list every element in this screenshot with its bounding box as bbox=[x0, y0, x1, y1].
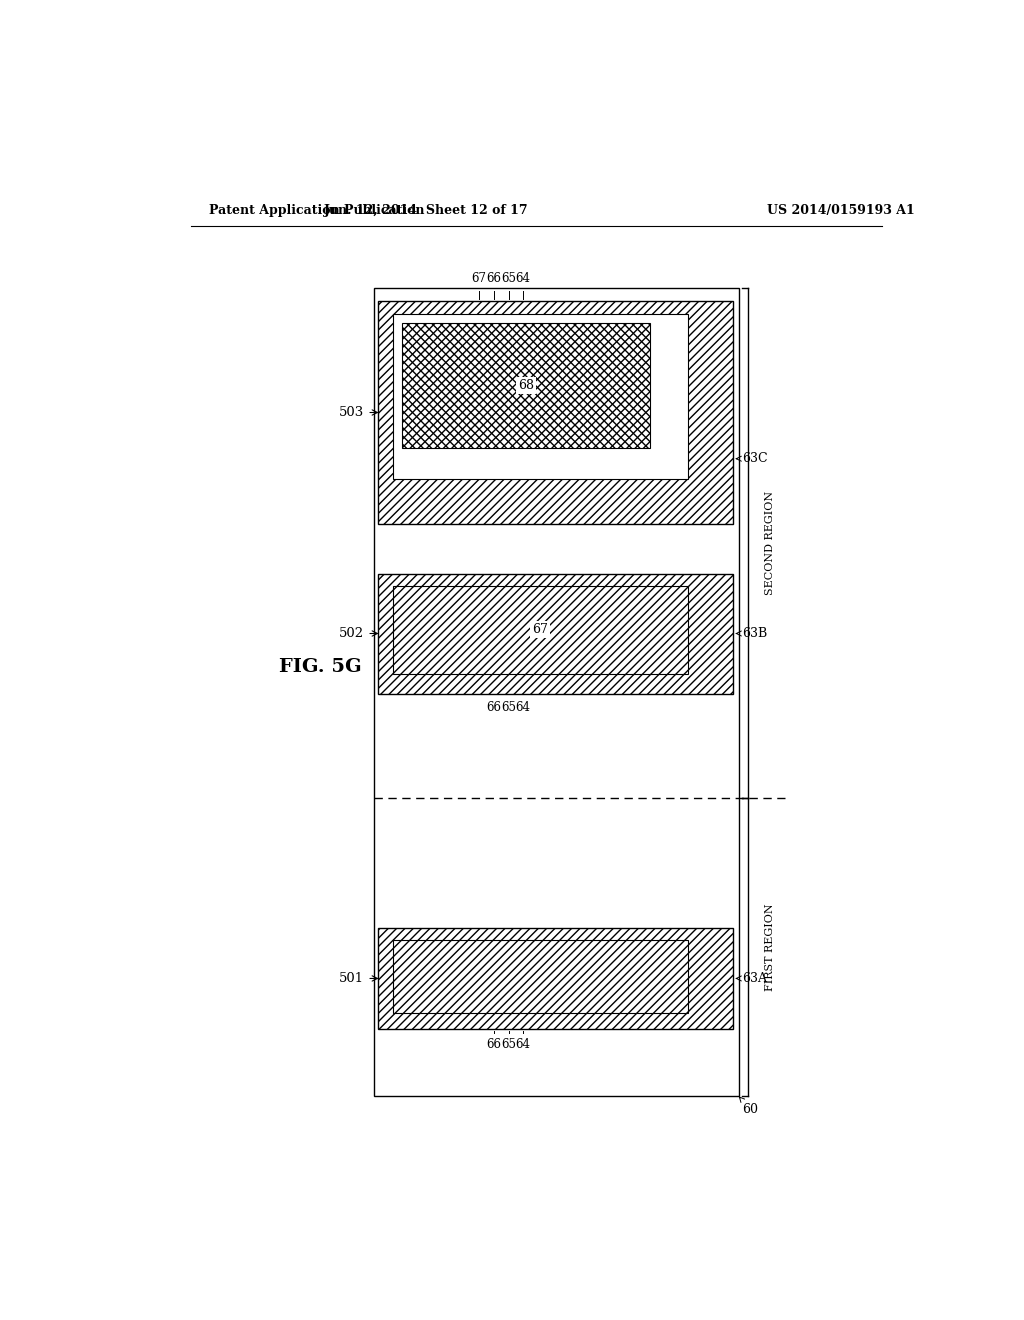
Text: US 2014/0159193 A1: US 2014/0159193 A1 bbox=[767, 205, 914, 218]
Bar bbox=[402, 323, 650, 447]
Bar bbox=[375, 288, 738, 1096]
Text: 67: 67 bbox=[532, 623, 548, 636]
Bar bbox=[378, 574, 732, 693]
Text: 64: 64 bbox=[516, 272, 530, 285]
Text: 64: 64 bbox=[516, 701, 530, 714]
Text: 63B: 63B bbox=[736, 627, 768, 640]
Bar bbox=[393, 586, 687, 675]
Text: 67: 67 bbox=[472, 272, 486, 285]
Text: 64: 64 bbox=[516, 1038, 530, 1051]
Bar bbox=[393, 314, 687, 479]
Text: Jun. 12, 2014  Sheet 12 of 17: Jun. 12, 2014 Sheet 12 of 17 bbox=[324, 205, 528, 218]
Text: 65: 65 bbox=[501, 272, 516, 285]
Bar bbox=[378, 301, 732, 524]
Text: 66: 66 bbox=[486, 1038, 502, 1051]
Text: FIRST REGION: FIRST REGION bbox=[765, 903, 775, 991]
Text: 68: 68 bbox=[518, 379, 535, 392]
Text: 501: 501 bbox=[339, 972, 378, 985]
Text: 65: 65 bbox=[501, 1038, 516, 1051]
Text: 66: 66 bbox=[486, 701, 502, 714]
Bar bbox=[393, 940, 687, 1014]
Text: 63A: 63A bbox=[736, 972, 768, 985]
Text: 63C: 63C bbox=[736, 453, 768, 465]
Text: 60: 60 bbox=[739, 1097, 759, 1115]
Bar bbox=[402, 323, 650, 447]
Text: 503: 503 bbox=[339, 407, 378, 418]
Bar bbox=[378, 928, 732, 1028]
Text: Patent Application Publication: Patent Application Publication bbox=[209, 205, 425, 218]
Text: SECOND REGION: SECOND REGION bbox=[765, 491, 775, 595]
Text: 66: 66 bbox=[486, 272, 502, 285]
Text: 502: 502 bbox=[339, 627, 378, 640]
Text: 65: 65 bbox=[501, 701, 516, 714]
Text: FIG. 5G: FIG. 5G bbox=[280, 657, 361, 676]
